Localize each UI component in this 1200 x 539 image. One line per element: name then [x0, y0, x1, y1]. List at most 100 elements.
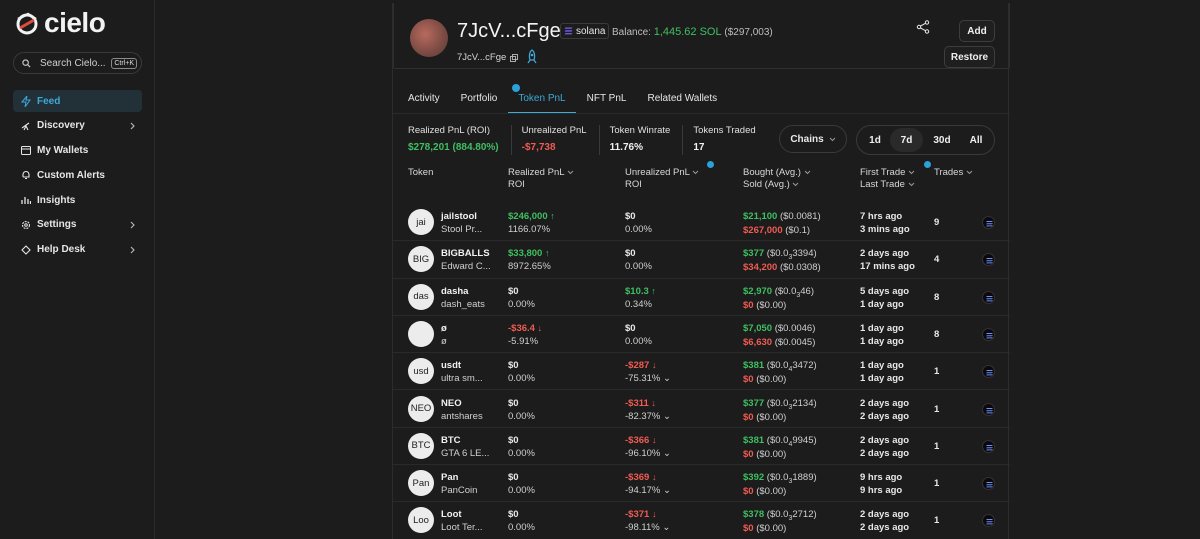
tab-activity[interactable]: Activity [408, 93, 440, 104]
rocket-icon[interactable] [524, 49, 540, 65]
token-cell[interactable]: dasha dash_eats [441, 285, 485, 311]
copy-icon[interactable] [510, 53, 519, 62]
col-bought-sold[interactable]: Bought (Avg.) Sold (Avg.) [743, 167, 811, 191]
token-cell[interactable]: ø ø [441, 322, 447, 348]
trades-count: 1 [934, 403, 940, 415]
solana-chain-icon[interactable] [982, 290, 995, 304]
bought-avg-suffix: 2712) [792, 509, 817, 521]
token-cell[interactable]: BTC GTA 6 LE... [441, 434, 489, 460]
trade-time-cell: 9 hrs ago 9 hrs ago [860, 471, 902, 497]
table-row[interactable]: Loo Loot Loot Ter... $0 0.00% -$371 ↓ -9… [393, 502, 1010, 539]
bought-avg-prefix: ($0.0081) [779, 211, 821, 222]
first-trade: 1 day ago [860, 322, 904, 334]
table-row[interactable]: BTC BTC GTA 6 LE... $0 0.00% -$366 ↓ -96… [393, 428, 1010, 466]
solana-icon [986, 370, 993, 376]
token-cell[interactable]: NEO antshares [441, 397, 483, 423]
token-cell[interactable]: BIGBALLS Edward C... [441, 247, 491, 273]
realized-cell: $246,000 ↑ 1166.07% [508, 210, 555, 236]
sidebar-item-insights[interactable]: Insights [13, 189, 142, 211]
token-cell[interactable]: usdt ultra sm... [441, 359, 483, 385]
realized-roi: -5.91% [508, 335, 539, 347]
brand-logo[interactable]: cielo [14, 9, 106, 37]
token-cell[interactable]: jailstool Stool Pr... [441, 210, 482, 236]
range-1d[interactable]: 1d [869, 134, 881, 146]
token-cell[interactable]: Loot Loot Ter... [441, 508, 483, 534]
solana-chain-icon[interactable] [982, 514, 995, 528]
expand-chevron-icon[interactable]: ⌄ [663, 410, 671, 422]
add-wallet-button[interactable]: Add [959, 20, 995, 42]
realized-cell: $0 0.00% [508, 434, 535, 460]
token-avatar: Loo [408, 507, 434, 534]
first-trade: 5 days ago [860, 285, 910, 297]
token-name: Edward C... [441, 261, 491, 273]
solana-chain-icon[interactable] [982, 216, 995, 229]
realized-roi: 0.00% [508, 373, 535, 385]
token-avatar: das [408, 283, 434, 310]
realized-cell: $0 0.00% [508, 508, 535, 534]
expand-chevron-icon[interactable]: ⌄ [662, 522, 671, 534]
sold-value: $0 [743, 299, 754, 311]
bought-sold-cell: $21,100 ($0.0081) $267,000 ($0.1) [743, 210, 821, 237]
expand-chevron-icon[interactable]: ⌄ [663, 373, 671, 385]
table-row[interactable]: das dasha dash_eats $0 0.00% $10.3 ↑ 0.3… [393, 279, 1010, 316]
restore-button[interactable]: Restore [944, 46, 995, 68]
unrealized-pnl-value: -$369 [625, 472, 650, 484]
col-trades[interactable]: Trades [934, 167, 973, 179]
col-unrealized-pnl[interactable]: Unrealized PnL ROI [625, 167, 699, 191]
tab-portfolio[interactable]: Portfolio [460, 93, 498, 104]
share-icon[interactable] [916, 20, 930, 34]
realized-pnl-value: $0 [508, 434, 519, 446]
solana-chain-icon[interactable] [982, 327, 995, 341]
realized-pnl-value: $0 [508, 360, 519, 372]
trade-time-cell: 1 day ago 1 day ago [860, 322, 904, 348]
tab-nft-pnl[interactable]: NFT PnL [586, 93, 627, 104]
bought-sold-cell: $377 ($0.033394) $34,200 ($0.0308) [743, 247, 821, 274]
col-realized-pnl[interactable]: Realized PnL ROI [508, 167, 574, 191]
column-notification-dot [924, 161, 931, 168]
sidebar-item-custom-alerts[interactable]: Custom Alerts [13, 164, 142, 186]
first-trade: 2 days ago [860, 434, 910, 446]
sidebar-item-help-desk[interactable]: Help Desk [13, 239, 142, 261]
chevron-right-icon [130, 221, 135, 229]
table-row[interactable]: usd usdt ultra sm... $0 0.00% -$287 ↓ -7… [393, 353, 1010, 391]
chains-dropdown[interactable]: Chains [779, 125, 847, 153]
token-symbol: ø [441, 322, 447, 334]
search-bar[interactable]: Search Cielo... Ctrl+K [13, 52, 142, 74]
unrealized-roi: 0.00% [625, 261, 652, 273]
first-trade: 2 days ago [860, 397, 910, 409]
wallet-address[interactable]: 7JcV...cFge [457, 52, 519, 63]
sidebar-item-discovery[interactable]: Discovery [13, 115, 142, 137]
token-symbol: Loot [441, 509, 462, 521]
sidebar-item-feed[interactable]: Feed [13, 90, 142, 112]
tab-related-wallets[interactable]: Related Wallets [647, 93, 718, 104]
stat-tokens-traded: Tokens Traded 17 [693, 125, 767, 155]
bought-avg: ($0.049945) [767, 435, 817, 448]
range-30d[interactable]: 30d [933, 134, 951, 146]
solana-chain-icon[interactable] [982, 365, 995, 379]
tab-token-pnl[interactable]: Token PnL [508, 91, 576, 113]
sidebar-item-label: Settings [37, 219, 77, 231]
expand-chevron-icon[interactable]: ⌄ [663, 485, 671, 497]
bought-avg-suffix: 1889) [792, 472, 817, 484]
range-all[interactable]: All [969, 134, 983, 146]
solana-icon [986, 295, 993, 301]
table-row[interactable]: Pan Pan PanCoin $0 0.00% -$369 ↓ -94.17%… [393, 465, 1010, 503]
unrealized-roi: 0.00% [625, 335, 652, 347]
sidebar-item-settings[interactable]: Settings [13, 214, 142, 236]
token-cell[interactable]: Pan PanCoin [441, 471, 477, 497]
solana-chain-icon[interactable] [982, 439, 995, 453]
table-row[interactable]: jai jailstool Stool Pr... $246,000 ↑ 116… [393, 204, 1010, 242]
expand-chevron-icon[interactable]: ⌄ [663, 447, 671, 459]
table-row[interactable]: NEO NEO antshares $0 0.00% -$311 ↓ -82.3… [393, 391, 1010, 428]
table-row[interactable]: ø ø -$36.4 ↓ -5.91% $0 0.00% $7,050 ($0.… [393, 316, 1010, 354]
sidebar-item-my-wallets[interactable]: My Wallets [13, 140, 142, 162]
col-label: First Trade [860, 167, 906, 178]
bought-avg: ($0.032712) [767, 509, 817, 522]
solana-chain-icon[interactable] [982, 402, 995, 416]
col-first-last-trade[interactable]: First Trade Last Trade [860, 167, 915, 191]
solana-chain-icon[interactable] [982, 477, 995, 491]
bought-value: $21,100 [743, 211, 778, 222]
table-row[interactable]: BIG BIGBALLS Edward C... $33,800 ↑ 8972.… [393, 241, 1010, 279]
solana-chain-icon[interactable] [982, 253, 995, 267]
range-7d[interactable]: 7d [890, 128, 923, 152]
